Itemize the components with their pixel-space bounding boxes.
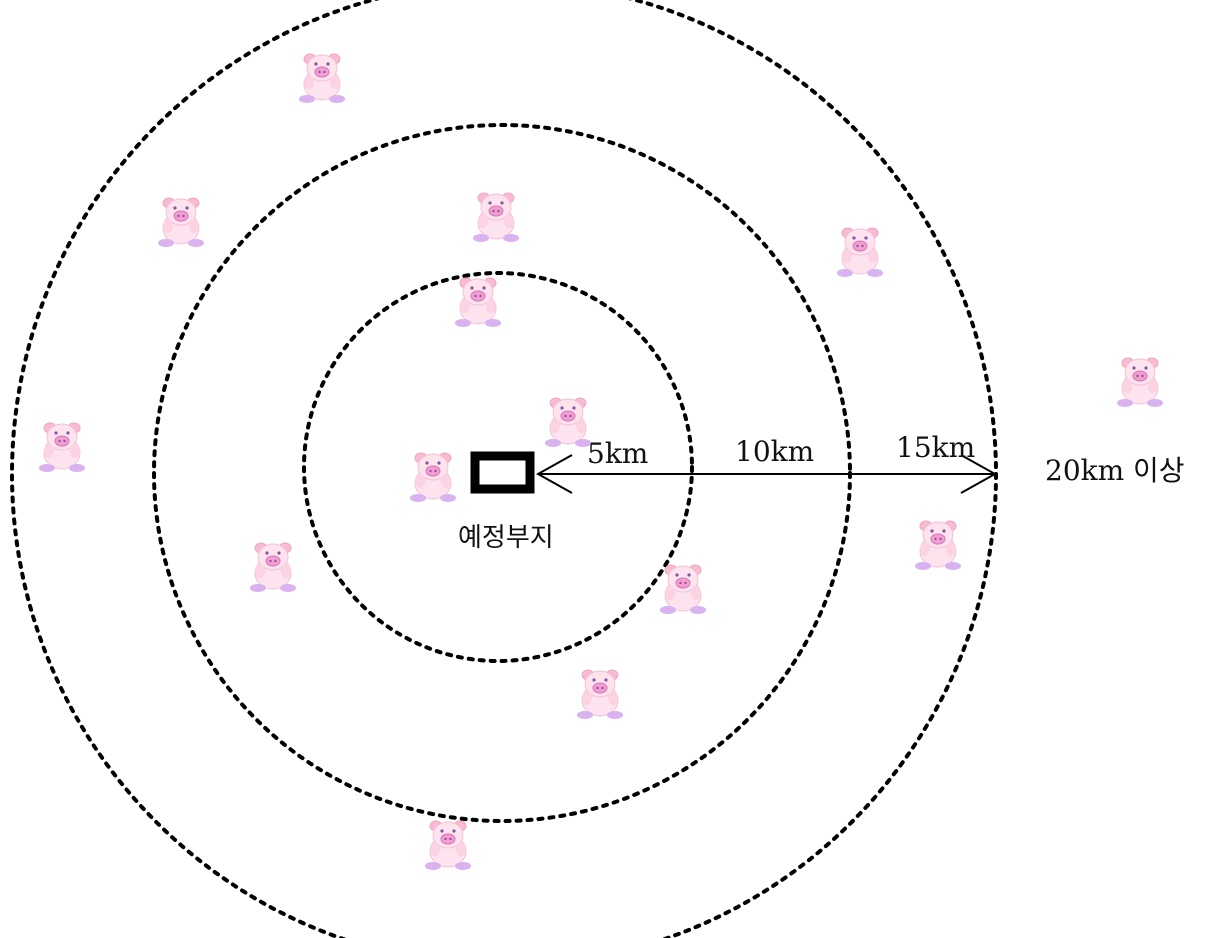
label-15km: 15km — [896, 431, 975, 464]
pig-icon — [38, 422, 86, 473]
pig-icon — [836, 227, 884, 278]
pig-icon — [576, 669, 624, 720]
pig-icon — [249, 542, 297, 593]
pig-icon — [409, 452, 457, 503]
label-20km: 20km 이상 — [1045, 454, 1185, 487]
pig-icon — [544, 397, 592, 448]
distance-arrow — [535, 454, 998, 494]
pig-icon — [298, 53, 346, 104]
pig-icon — [424, 820, 472, 871]
pig-icon — [1116, 357, 1164, 408]
label-10km: 10km — [735, 435, 814, 468]
pig-icon — [472, 192, 520, 243]
pig-icon — [659, 564, 707, 615]
label-site: 예정부지 — [458, 523, 554, 553]
pig-icon — [157, 197, 205, 248]
pig-icon — [454, 277, 502, 328]
pig-icon — [914, 520, 962, 571]
site-marker-icon — [470, 451, 535, 494]
ring-5km — [302, 271, 694, 663]
label-5km: 5km — [587, 437, 648, 470]
